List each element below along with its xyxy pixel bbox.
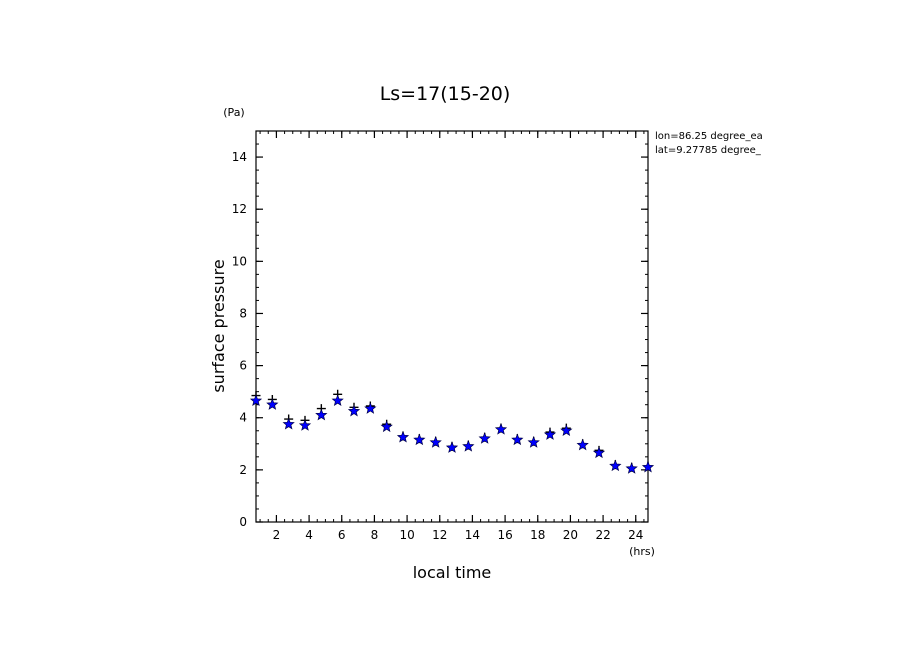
y-axis-label: surface pressure bbox=[209, 259, 228, 392]
data-point-star bbox=[494, 423, 508, 435]
x-tick-label: 22 bbox=[595, 528, 610, 542]
data-point-star bbox=[282, 417, 295, 430]
data-point-star bbox=[592, 446, 606, 459]
data-point-star bbox=[511, 433, 524, 446]
data-point-star bbox=[315, 408, 328, 421]
data-point-star bbox=[462, 439, 475, 452]
data-point-star bbox=[347, 404, 361, 417]
annotation-lon: lon=86.25 degree_ea bbox=[655, 131, 763, 142]
x-tick-label: 18 bbox=[530, 528, 545, 542]
x-unit-label: (hrs) bbox=[629, 545, 655, 558]
x-tick-label: 4 bbox=[305, 528, 313, 542]
data-marks bbox=[249, 389, 655, 474]
y-tick-label: 2 bbox=[239, 463, 247, 477]
data-point-star bbox=[298, 419, 312, 431]
x-tick-label: 6 bbox=[338, 528, 346, 542]
data-point-star bbox=[641, 460, 655, 473]
y-tick-label: 8 bbox=[239, 306, 247, 320]
data-point-star bbox=[396, 430, 410, 443]
data-point-star bbox=[543, 428, 557, 440]
data-point-star bbox=[413, 433, 426, 446]
data-point-star bbox=[478, 432, 491, 444]
y-tick-label: 14 bbox=[232, 150, 247, 164]
data-point-star bbox=[445, 441, 459, 453]
data-point-star bbox=[560, 424, 573, 436]
annotation-lat: lat=9.27785 degree_ bbox=[655, 145, 762, 156]
data-point-star bbox=[380, 420, 393, 433]
data-point-star bbox=[527, 436, 540, 448]
data-point-star bbox=[249, 394, 263, 407]
x-tick-label: 10 bbox=[399, 528, 414, 542]
y-tick-label: 12 bbox=[232, 202, 247, 216]
y-tick-label: 10 bbox=[232, 254, 247, 268]
y-tick-label: 4 bbox=[239, 411, 247, 425]
data-point-star bbox=[609, 459, 622, 472]
y-unit-label: (Pa) bbox=[223, 106, 244, 119]
y-tick-label: 0 bbox=[239, 515, 247, 529]
x-tick-label: 12 bbox=[432, 528, 447, 542]
x-tick-label: 2 bbox=[273, 528, 281, 542]
x-axis-label: local time bbox=[413, 563, 492, 582]
data-point-star bbox=[364, 402, 377, 414]
x-tick-label: 8 bbox=[371, 528, 379, 542]
x-tick-label: 16 bbox=[497, 528, 512, 542]
data-point-star bbox=[331, 394, 344, 407]
data-point-star bbox=[266, 398, 279, 410]
chart-title: Ls=17(15-20) bbox=[380, 83, 511, 105]
x-tick-label: 24 bbox=[628, 528, 643, 542]
data-point-star bbox=[576, 438, 589, 451]
y-tick-label: 6 bbox=[239, 359, 247, 373]
data-point-star bbox=[625, 462, 638, 474]
x-tick-label: 14 bbox=[465, 528, 480, 542]
x-tick-label: 20 bbox=[563, 528, 578, 542]
data-point-star bbox=[429, 436, 442, 448]
